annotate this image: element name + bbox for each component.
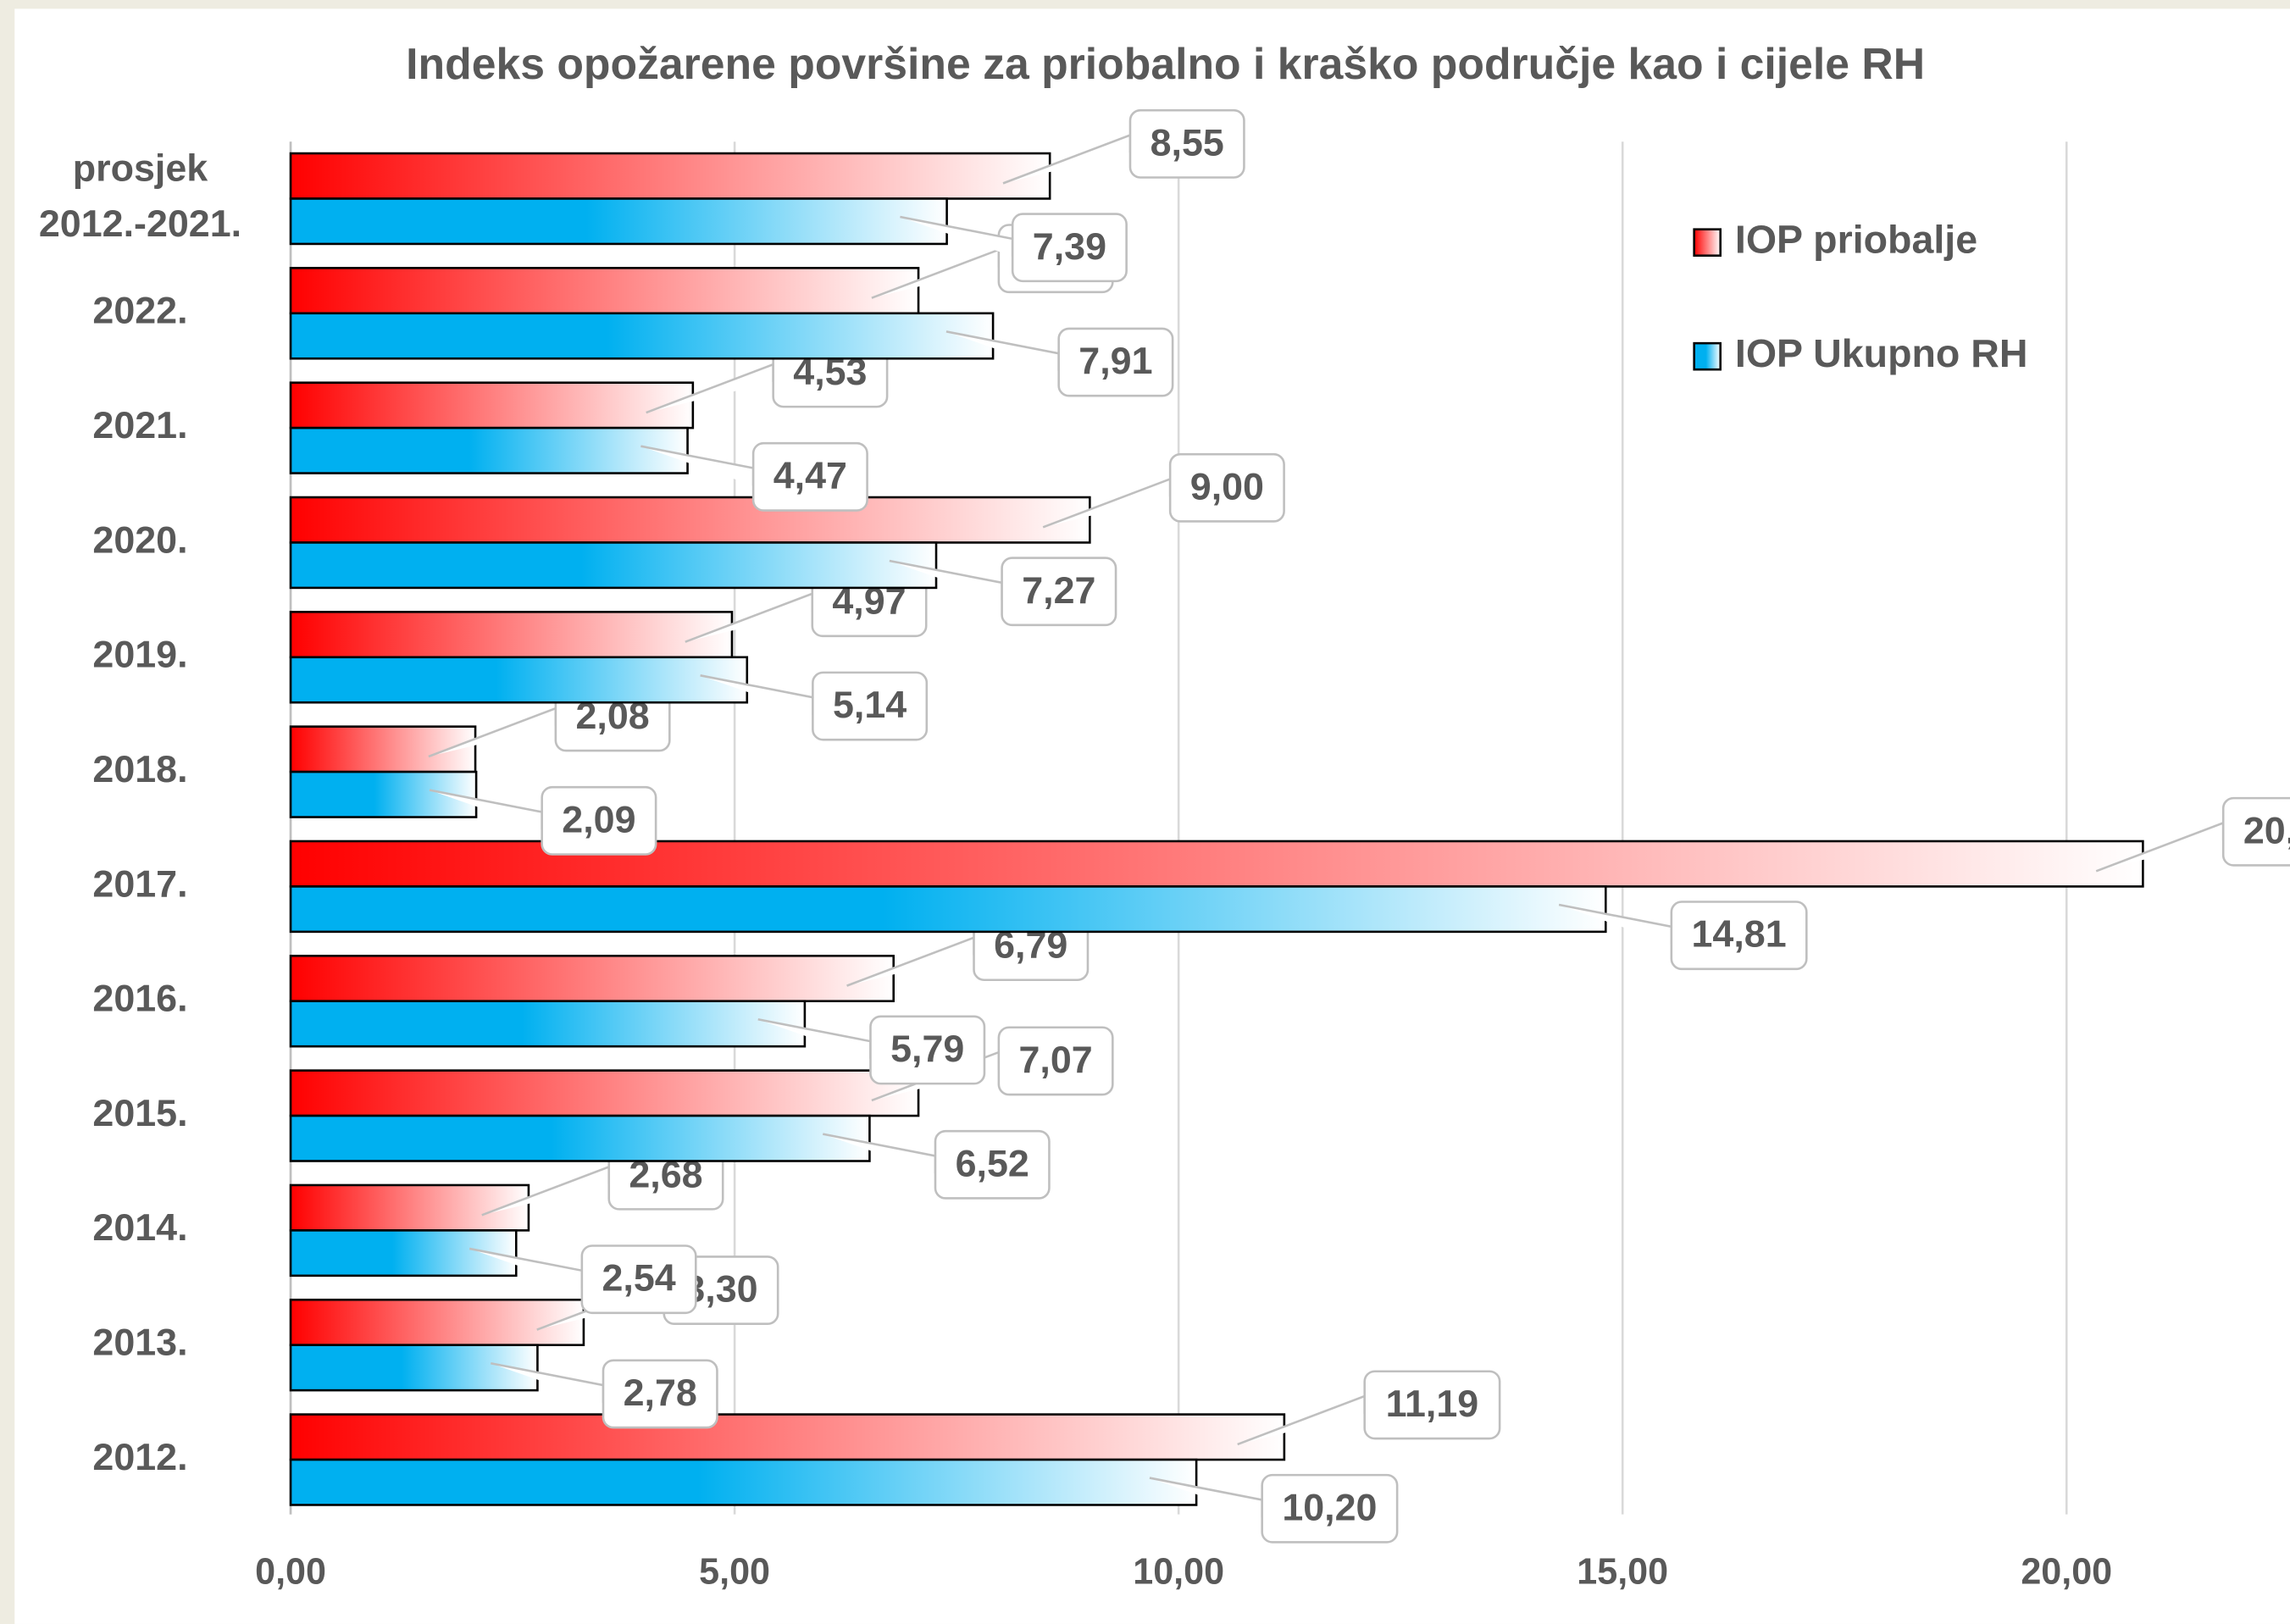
data-label-box <box>1128 108 1245 179</box>
y-tick-label: 2020. <box>92 518 187 561</box>
data-label-box <box>869 1015 986 1085</box>
data-label-box <box>1363 1370 1501 1440</box>
data-label-box <box>602 1359 718 1429</box>
x-tick-label: 5,00 <box>699 1552 770 1593</box>
bar <box>289 381 695 430</box>
y-tick-label: 2013. <box>92 1322 187 1364</box>
bar <box>289 611 734 659</box>
legend-swatch <box>1693 228 1722 258</box>
data-label-box <box>751 441 868 512</box>
data-label-box <box>934 1129 1051 1200</box>
y-tick-label: 2022. <box>92 290 187 332</box>
chart-title: Indeks opožarene površine za priobalno i… <box>406 39 1925 88</box>
data-label-box <box>1670 901 1808 971</box>
x-tick-label: 0,00 <box>255 1552 326 1593</box>
bar <box>289 656 749 704</box>
bar <box>289 496 1091 544</box>
legend-label: IOP priobalje <box>1735 217 1977 261</box>
data-label-box <box>1011 213 1128 283</box>
data-label-box <box>1261 1473 1399 1544</box>
bar <box>289 1229 518 1278</box>
data-label: 10,20 <box>1282 1486 1377 1528</box>
data-label: 7,91 <box>1078 340 1152 382</box>
x-tick-label: 20,00 <box>2021 1552 2112 1593</box>
bar <box>289 197 948 246</box>
bar <box>289 1069 920 1117</box>
bar <box>289 725 477 773</box>
data-label: 20,86 <box>2243 809 2290 851</box>
y-tick-label: 2014. <box>92 1206 187 1249</box>
data-label: 2,54 <box>602 1257 675 1300</box>
data-label: 2,09 <box>562 798 635 840</box>
bar <box>289 1298 585 1346</box>
bar <box>289 267 920 315</box>
data-label: 9,00 <box>1190 465 1264 507</box>
y-tick-label: 2018. <box>92 748 187 790</box>
bar <box>289 1183 530 1232</box>
data-label-box <box>2221 796 2290 867</box>
bar <box>289 885 1607 934</box>
data-label-box <box>1001 557 1117 627</box>
bar <box>289 1344 539 1392</box>
bar <box>289 1458 1198 1506</box>
x-tick-label: 15,00 <box>1577 1552 1668 1593</box>
bar <box>289 1000 807 1048</box>
y-tick-label: 2017. <box>92 862 187 905</box>
data-label: 2,78 <box>624 1372 697 1414</box>
bar <box>289 426 689 474</box>
y-tick-label: 2012. <box>92 1436 187 1478</box>
data-label: 5,79 <box>890 1028 964 1070</box>
bar <box>289 1114 871 1162</box>
y-tick-label: 2015. <box>92 1092 187 1134</box>
bar <box>289 955 895 1003</box>
data-label: 7,07 <box>1018 1039 1092 1081</box>
data-label-box <box>997 1026 1114 1096</box>
data-label-box <box>812 671 929 741</box>
x-tick-label: 10,00 <box>1133 1552 1224 1593</box>
data-label: 6,52 <box>956 1142 1029 1184</box>
data-label: 4,47 <box>773 454 847 496</box>
data-label: 14,81 <box>1692 913 1787 956</box>
data-label-box <box>580 1244 697 1315</box>
y-tick-label: 2021. <box>92 404 187 446</box>
data-label: 11,19 <box>1386 1383 1479 1425</box>
bar <box>289 152 1051 200</box>
data-label-box <box>1168 452 1285 523</box>
data-label: 5,14 <box>833 684 907 726</box>
bar <box>289 1413 1286 1461</box>
data-label-box <box>1057 327 1174 397</box>
legend-swatch <box>1693 341 1722 371</box>
bar <box>289 312 995 360</box>
legend-label: IOP Ukupno RH <box>1735 331 2028 375</box>
y-tick-label: prosjek 2012.-2021. <box>39 147 241 246</box>
data-label-box <box>541 785 657 856</box>
data-label: 7,27 <box>1022 569 1095 612</box>
bar <box>289 541 938 590</box>
y-tick-label: 2019. <box>92 634 187 676</box>
data-label: 7,39 <box>1033 225 1106 268</box>
data-label: 8,55 <box>1151 121 1224 164</box>
y-tick-label: 2016. <box>92 978 187 1020</box>
